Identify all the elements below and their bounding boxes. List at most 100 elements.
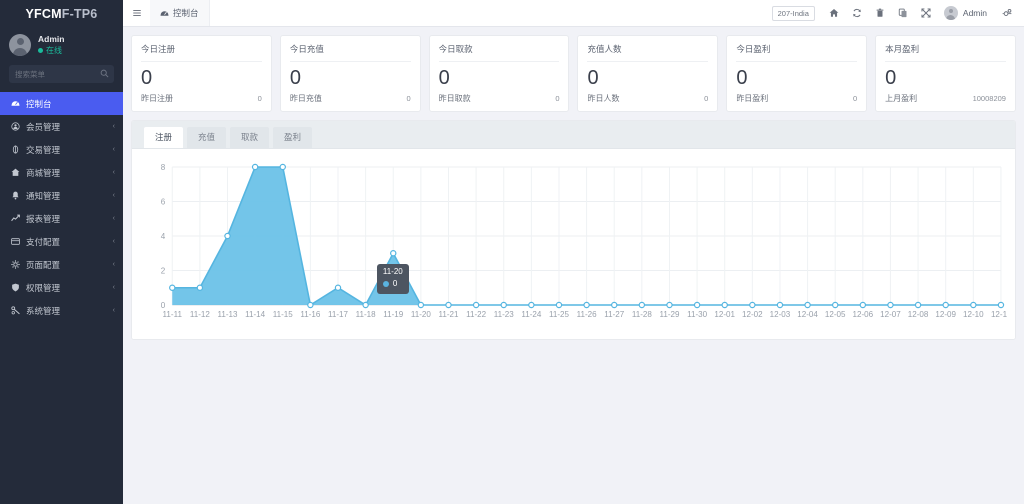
stat-foot-value: 0 <box>257 94 262 103</box>
search-input[interactable] <box>9 69 114 79</box>
chevron-left-icon: ‹ <box>112 307 115 314</box>
sidebar-item-system[interactable]: 系统管理 ‹ <box>0 299 123 322</box>
main-area: 控制台 207-India <box>123 0 1024 504</box>
hamburger-icon <box>132 10 141 16</box>
copy-icon <box>899 8 907 18</box>
sidebar-item-reports[interactable]: 报表管理 ‹ <box>0 207 123 230</box>
tab-label: 充值 <box>198 132 216 142</box>
sidebar-user-status: 在线 <box>38 45 64 56</box>
chevron-left-icon: ‹ <box>112 146 115 153</box>
stat-title: 充值人数 <box>587 43 709 62</box>
stats-row: 今日注册 0 昨日注册 0 今日充值 0 昨日充值 0 今日 <box>131 35 1016 112</box>
svg-text:0: 0 <box>161 301 166 310</box>
sidebar-item-notifications[interactable]: 通知管理 ‹ <box>0 184 123 207</box>
svg-text:11-11: 11-11 <box>163 310 183 319</box>
svg-text:11-12: 11-12 <box>190 310 211 319</box>
sidebar-item-page-config[interactable]: 页面配置 ‹ <box>0 253 123 276</box>
svg-text:6: 6 <box>161 198 166 207</box>
settings-button[interactable] <box>995 0 1018 27</box>
copy-button[interactable] <box>892 0 915 27</box>
search-icon <box>100 69 109 78</box>
sidebar-user-name: Admin <box>38 34 65 44</box>
svg-text:12-08: 12-08 <box>908 310 929 319</box>
stat-card-today-register: 今日注册 0 昨日注册 0 <box>131 35 272 112</box>
stat-value: 0 <box>587 67 599 89</box>
sidebar-item-label: 系统管理 <box>26 305 61 316</box>
sidebar-search-wrap <box>0 65 123 92</box>
stat-foot-label: 昨日充值 <box>289 94 322 103</box>
gear-icon <box>10 260 20 270</box>
tab-deposit[interactable]: 充值 <box>187 127 227 148</box>
stat-footer: 昨日人数 0 <box>587 93 708 104</box>
tools-icon <box>10 306 20 316</box>
delete-button[interactable] <box>869 0 892 27</box>
stat-value: 0 <box>289 67 301 89</box>
stat-foot-label: 上月盈利 <box>885 94 918 103</box>
search-box[interactable] <box>9 65 114 83</box>
stat-foot-label: 昨日人数 <box>587 94 620 103</box>
brand-logo-part1: YFCM <box>25 6 62 21</box>
svg-text:8: 8 <box>161 163 166 172</box>
svg-text:12-02: 12-02 <box>742 310 763 319</box>
stat-title: 今日取款 <box>438 43 560 62</box>
sidebar-item-shop[interactable]: 商城管理 ‹ <box>0 161 123 184</box>
chevron-left-icon: ‹ <box>112 215 115 222</box>
sidebar-menu: 控制台 会员管理 ‹ 交易管理 ‹ 商 <box>0 92 123 322</box>
bell-icon <box>10 191 20 201</box>
refresh-button[interactable] <box>846 0 869 27</box>
svg-text:11-16: 11-16 <box>300 310 321 319</box>
stat-footer: 昨日盈利 0 <box>736 93 857 104</box>
svg-text:12-01: 12-01 <box>714 310 735 319</box>
tab-label: 盈利 <box>284 132 302 142</box>
sidebar-user-box[interactable]: Admin 在线 <box>0 27 123 65</box>
online-dot-icon <box>38 48 43 53</box>
sidebar-toggle-button[interactable] <box>123 0 150 26</box>
svg-text:11-18: 11-18 <box>356 310 377 319</box>
sidebar-item-label: 会员管理 <box>26 121 61 132</box>
tab-dashboard[interactable]: 控制台 <box>150 0 210 26</box>
sidebar-item-transactions[interactable]: 交易管理 ‹ <box>0 138 123 161</box>
tab-register[interactable]: 注册 <box>144 127 184 148</box>
chevron-left-icon: ‹ <box>112 238 115 245</box>
home-icon <box>830 8 839 17</box>
tab-label: 取款 <box>241 132 259 142</box>
svg-text:11-24: 11-24 <box>521 310 542 319</box>
stat-card-today-deposit: 今日充值 0 昨日充值 0 <box>279 35 421 112</box>
stat-footer: 昨日注册 0 <box>141 93 262 104</box>
sidebar-item-label: 交易管理 <box>26 144 61 155</box>
tab-withdraw[interactable]: 取款 <box>230 127 270 148</box>
sidebar-item-payment-config[interactable]: 支付配置 ‹ <box>0 230 123 253</box>
fullscreen-button[interactable] <box>915 0 938 27</box>
topbar-right: 207-India <box>771 0 1024 27</box>
region-badge[interactable]: 207-India <box>771 5 815 21</box>
stat-foot-label: 昨日盈利 <box>736 94 769 103</box>
svg-text:11-26: 11-26 <box>577 310 598 319</box>
sidebar-user-status-label: 在线 <box>46 46 62 55</box>
brand-logo[interactable]: YFCM F-TP6 <box>0 0 123 27</box>
sidebar-item-permissions[interactable]: 权限管理 ‹ <box>0 276 123 299</box>
brand-logo-part2: F-TP6 <box>61 6 98 21</box>
chevron-left-icon: ‹ <box>112 261 115 268</box>
stat-title: 本月盈利 <box>885 43 1006 62</box>
tab-dashboard-label: 控制台 <box>173 8 199 18</box>
chart-area: 0 2 4 6 8 11-11 11-12 11-13 11-14 11-15 11-16 11-17… <box>140 159 1007 329</box>
topbar-user-menu[interactable]: Admin <box>938 6 995 20</box>
stat-title: 今日注册 <box>141 43 262 62</box>
sidebar-item-label: 支付配置 <box>26 236 61 247</box>
svg-text:11-22: 11-22 <box>466 310 487 319</box>
svg-text:12-05: 12-05 <box>825 310 846 319</box>
panel-body: 0 2 4 6 8 11-11 11-12 11-13 11-14 11-15 11-16 11-17… <box>132 149 1015 339</box>
stat-card-deposit-users: 充值人数 0 昨日人数 0 <box>577 35 719 112</box>
area-chart[interactable]: 0 2 4 6 8 11-11 11-12 11-13 11-14 11-15 11-16 11-17… <box>140 159 1007 329</box>
sidebar-item-dashboard[interactable]: 控制台 <box>0 92 123 115</box>
stat-foot-value: 0 <box>852 94 858 103</box>
home-button[interactable] <box>823 0 846 27</box>
sidebar-item-label: 权限管理 <box>26 282 61 293</box>
sidebar-item-members[interactable]: 会员管理 ‹ <box>0 115 123 138</box>
tab-profit[interactable]: 盈利 <box>273 127 313 148</box>
svg-text:11-13: 11-13 <box>218 310 239 319</box>
svg-text:12-06: 12-06 <box>853 310 874 319</box>
dashboard-icon <box>160 10 169 16</box>
avatar <box>943 6 958 20</box>
